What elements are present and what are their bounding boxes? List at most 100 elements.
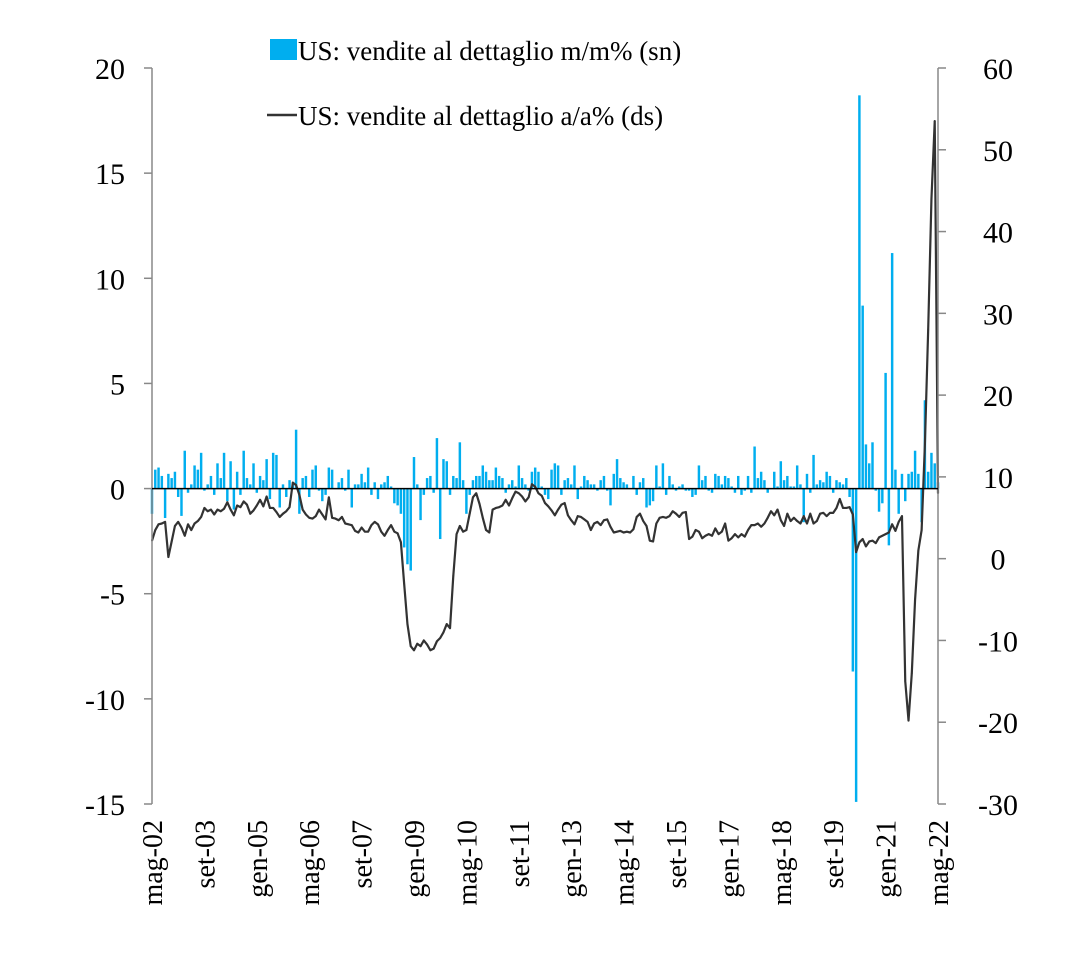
bar-mm-2010-07 xyxy=(471,480,475,489)
line-point-yy-2011-12 xyxy=(527,496,530,499)
line-point-yy-2022-01 xyxy=(924,443,926,446)
line-point-yy-2009-08 xyxy=(436,640,438,643)
bar-mm-2008-10 xyxy=(402,488,406,548)
left-tick-label: 15 xyxy=(95,158,125,191)
bar-mm-2014-11 xyxy=(642,478,645,489)
x-tick-label: set-07 xyxy=(348,820,379,888)
bar-mm-2009-06 xyxy=(429,475,432,489)
bar-mm-2007-05 xyxy=(347,469,350,489)
line-point-yy-2015-11 xyxy=(681,511,684,514)
left-tick-label: -5 xyxy=(100,579,125,612)
bar-mm-2003-03 xyxy=(183,450,186,489)
line-point-yy-2013-06 xyxy=(586,520,589,523)
line-point-yy-2004-11 xyxy=(249,512,252,515)
line-point-yy-2013-02 xyxy=(573,523,576,526)
bar-mm-2002-06 xyxy=(154,469,157,489)
line-point-yy-2008-03 xyxy=(380,530,383,533)
bar-mm-2004-05 xyxy=(229,461,232,489)
x-tick-label: set-15 xyxy=(662,820,693,888)
line-point-yy-2003-04 xyxy=(187,523,189,526)
line-point-yy-2002-10 xyxy=(167,556,170,558)
line-point-yy-2005-05 xyxy=(269,507,271,509)
bar-mm-2005-10 xyxy=(285,488,288,497)
bar-mm-2016-08 xyxy=(710,488,714,493)
bar-mm-2018-10 xyxy=(795,465,799,489)
bar-mm-2020-03 xyxy=(851,488,855,672)
bar-mm-2022-02 xyxy=(926,471,930,489)
line-point-yy-2003-11 xyxy=(210,508,212,511)
bar-mm-2019-05 xyxy=(818,480,822,489)
line-point-yy-2007-10 xyxy=(363,530,366,533)
bar-mm-2004-08 xyxy=(239,488,242,495)
bar-mm-2021-02 xyxy=(887,488,891,546)
bar-mm-2003-10 xyxy=(206,484,209,489)
line-point-yy-2011-04 xyxy=(501,504,504,507)
bar-mm-2016-05 xyxy=(700,480,704,489)
legend-item-bar: US: vendite al dettaglio m/m% (sn) xyxy=(270,36,681,66)
line-point-yy-2007-08 xyxy=(357,531,360,534)
bar-mm-2012-01 xyxy=(530,471,534,489)
line-point-yy-2017-03 xyxy=(734,533,736,536)
bar-mm-2020-06 xyxy=(861,305,864,489)
line-point-yy-2021-11 xyxy=(917,549,920,552)
bar-mm-2012-07 xyxy=(550,469,553,489)
bar-mm-2017-11 xyxy=(759,471,763,489)
bar-mm-2003-11 xyxy=(209,475,213,489)
line-point-yy-2015-09 xyxy=(675,512,677,515)
line-point-yy-2017-12 xyxy=(763,522,766,525)
x-tick-label: set-11 xyxy=(505,820,536,887)
bar-mm-2004-06 xyxy=(232,488,236,510)
bar-mm-2012-05 xyxy=(543,488,547,495)
line-point-yy-2016-04 xyxy=(698,530,700,533)
line-point-yy-2011-11 xyxy=(524,500,527,503)
bar-mm-2015-04 xyxy=(658,486,661,489)
bar-mm-2013-12 xyxy=(606,488,609,491)
line-point-yy-2007-07 xyxy=(354,529,356,532)
line-point-yy-2008-01 xyxy=(373,520,376,523)
bar-mm-2003-07 xyxy=(196,469,200,489)
line-point-yy-2012-12 xyxy=(567,514,569,517)
bar-mm-2019-11 xyxy=(838,482,841,489)
bar-mm-2021-03 xyxy=(890,253,894,489)
bar-mm-2012-12 xyxy=(566,478,570,489)
bar-mm-2006-08 xyxy=(317,488,321,491)
line-point-yy-2005-11 xyxy=(288,506,291,509)
line-point-yy-2009-12 xyxy=(449,627,451,630)
bar-mm-2011-05 xyxy=(504,488,507,493)
line-point-yy-2020-02 xyxy=(848,506,851,509)
line-point-yy-2006-06 xyxy=(311,517,314,520)
bar-mm-2016-09 xyxy=(714,473,717,489)
line-point-yy-2019-01 xyxy=(806,522,808,525)
line-point-yy-2003-07 xyxy=(196,520,199,522)
bar-mm-2018-08 xyxy=(789,486,792,489)
line-point-yy-2004-08 xyxy=(239,506,242,509)
bar-mm-2019-04 xyxy=(815,484,819,489)
line-point-yy-2021-09 xyxy=(910,672,913,675)
x-tick-label: gen-21 xyxy=(872,820,903,898)
bar-mm-2008-04 xyxy=(383,482,386,489)
bar-mm-2009-11 xyxy=(445,461,448,489)
line-point-yy-2003-08 xyxy=(200,516,203,518)
bar-mm-2002-10 xyxy=(167,473,170,489)
bar-mm-2015-08 xyxy=(671,484,674,489)
line-point-yy-2002-12 xyxy=(174,525,176,527)
bar-mm-2019-06 xyxy=(822,482,825,489)
line-point-yy-2008-09 xyxy=(400,541,402,544)
bar-mm-2015-05 xyxy=(661,463,665,489)
x-tick-label: mag-14 xyxy=(610,820,641,906)
line-point-yy-2006-05 xyxy=(308,516,311,519)
line-point-yy-2006-02 xyxy=(298,493,301,496)
line-point-yy-2016-09 xyxy=(714,527,717,530)
bar-mm-2020-01 xyxy=(845,478,848,489)
line-point-yy-2005-04 xyxy=(265,495,268,498)
bar-mm-2015-11 xyxy=(681,484,684,489)
line-point-yy-2009-04 xyxy=(422,639,425,642)
bar-mm-2002-08 xyxy=(160,475,164,489)
right-tick-label: -10 xyxy=(978,625,1018,658)
x-tick-label: set-19 xyxy=(819,820,850,888)
bar-mm-2019-07 xyxy=(825,471,828,489)
line-point-yy-2012-11 xyxy=(563,502,566,504)
line-point-yy-2016-02 xyxy=(691,535,694,538)
